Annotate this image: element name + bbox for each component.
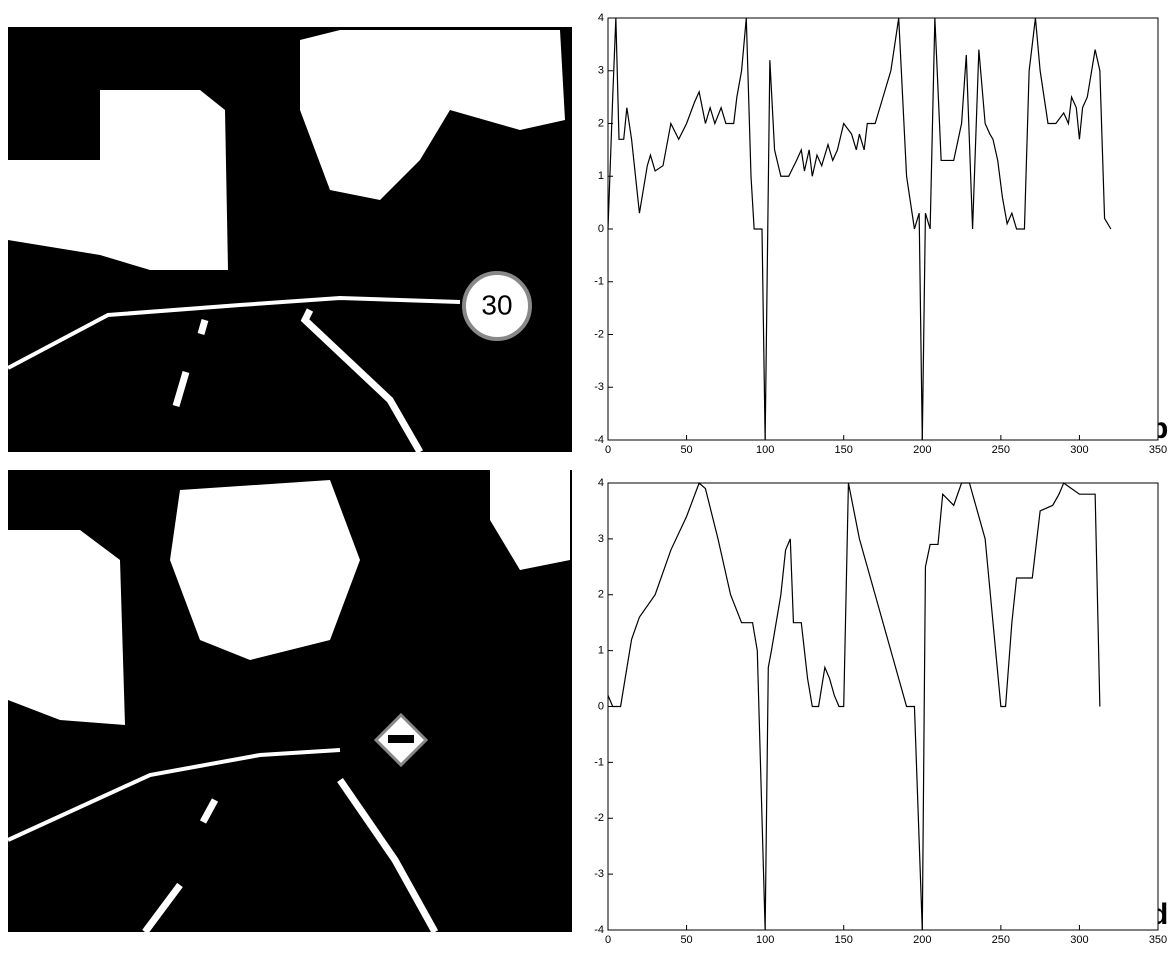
y-tick-label: -4 — [594, 434, 604, 446]
x-tick-label: 50 — [680, 444, 692, 456]
road-image-a: 30 — [8, 27, 572, 452]
panel-label: c — [542, 898, 559, 931]
y-tick-label: -2 — [594, 812, 604, 824]
x-tick-label: 50 — [680, 934, 692, 946]
x-tick-label: 300 — [1070, 444, 1088, 456]
y-tick-label: 4 — [598, 12, 604, 24]
x-tick-label: 150 — [835, 934, 853, 946]
y-tick-label: 0 — [598, 700, 604, 712]
axes-frame — [608, 18, 1158, 440]
y-tick-label: -3 — [594, 868, 604, 880]
y-tick-label: 3 — [598, 533, 604, 545]
x-tick-label: 100 — [756, 444, 774, 456]
x-tick-label: 250 — [992, 934, 1010, 946]
y-tick-label: 2 — [598, 117, 604, 129]
x-tick-label: 350 — [1149, 934, 1167, 946]
x-tick-label: 100 — [756, 934, 774, 946]
x-tick-label: 0 — [605, 934, 611, 946]
x-tick-label: 200 — [913, 934, 931, 946]
axes-frame — [608, 483, 1158, 930]
x-tick-label: 300 — [1070, 934, 1088, 946]
y-tick-label: 1 — [598, 645, 604, 657]
y-tick-label: 1 — [598, 170, 604, 182]
y-tick-label: 4 — [598, 477, 604, 489]
y-tick-label: -3 — [594, 381, 604, 393]
x-tick-label: 250 — [992, 444, 1010, 456]
y-tick-label: -2 — [594, 328, 604, 340]
y-tick-label: -1 — [594, 756, 604, 768]
y-tick-label: 2 — [598, 589, 604, 601]
panel-label: a — [548, 418, 565, 451]
x-tick-label: 200 — [913, 444, 931, 456]
figure: 30 a c b d 050100150200250300350-4-3-2-1… — [0, 0, 1173, 949]
sign-text: 30 — [481, 289, 512, 320]
y-tick-label: 0 — [598, 223, 604, 235]
y-tick-label: -4 — [594, 924, 604, 936]
x-tick-label: 0 — [605, 444, 611, 456]
y-tick-label: -1 — [594, 276, 604, 288]
x-tick-label: 150 — [835, 444, 853, 456]
x-tick-label: 350 — [1149, 444, 1167, 456]
road-image-c — [8, 470, 572, 932]
y-tick-label: 3 — [598, 65, 604, 77]
